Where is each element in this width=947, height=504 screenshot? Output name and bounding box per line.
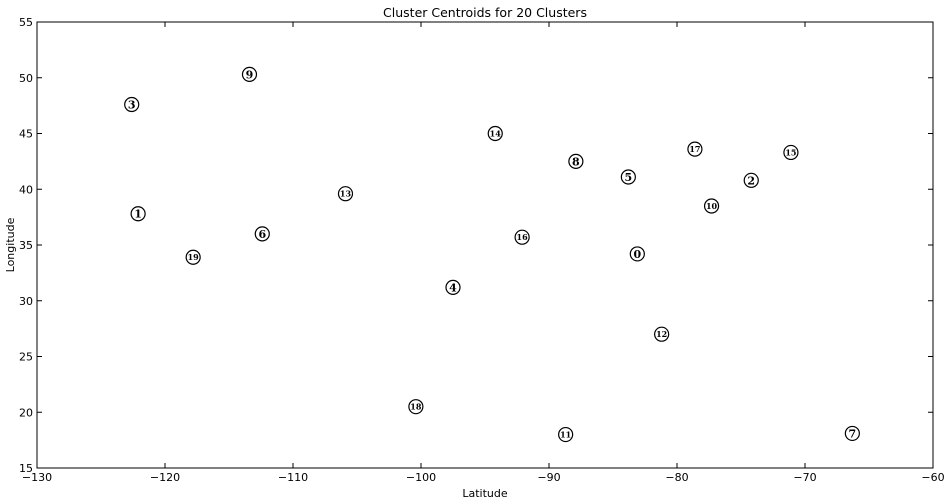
x-tick-label: −70: [793, 471, 816, 484]
x-tick-label: −110: [278, 471, 308, 484]
centroid-marker: 10: [703, 198, 720, 214]
centroid-marker: 0: [629, 246, 645, 262]
centroid-marker: 3: [124, 96, 140, 113]
chart-title: Cluster Centroids for 20 Clusters: [383, 5, 587, 20]
x-tick-label: −90: [537, 471, 560, 484]
plot-area-frame: [36, 21, 934, 469]
y-tick-label: 55: [19, 16, 33, 29]
centroid-marker: 19: [185, 249, 201, 265]
centroid-label: 17: [689, 144, 700, 154]
centroid-circle: [254, 226, 270, 242]
centroid-circle: [654, 326, 670, 342]
centroid-circle: [445, 279, 461, 295]
x-axis-ticks: −130 −120 −110 −100 −90 −80 −70 −60: [22, 22, 945, 484]
centroid-circle: [629, 246, 645, 262]
centroid-label: 8: [572, 155, 580, 168]
centroid-label: 1: [134, 208, 142, 221]
centroid-label: 18: [410, 402, 422, 412]
centroid-circle: [558, 426, 574, 443]
centroid-marker: 9: [241, 66, 258, 83]
centroid-marker: 5: [620, 169, 636, 185]
centroid-marker: 1: [130, 206, 146, 222]
y-tick-label: 35: [19, 239, 33, 252]
centroid-label: 15: [785, 147, 796, 157]
centroid-marker: 2: [743, 172, 759, 188]
centroid-label: 19: [188, 252, 200, 262]
y-tick-label: 50: [19, 72, 33, 85]
x-tick-label: −80: [665, 471, 688, 484]
y-tick-label: 40: [19, 183, 33, 196]
y-tick-label: 25: [19, 351, 33, 364]
centroid-label: 16: [517, 232, 529, 242]
y-tick-label: 45: [19, 128, 33, 141]
centroid-circle: [783, 144, 799, 161]
centroid-circle: [241, 66, 258, 83]
y-tick-label: 15: [19, 462, 33, 475]
centroid-marker: 16: [514, 229, 530, 245]
centroid-label: 0: [633, 248, 641, 261]
centroid-label: 4: [449, 281, 457, 294]
centroid-marker: 17: [687, 141, 703, 157]
x-tick-label: −120: [150, 471, 180, 484]
centroid-circle: [185, 249, 201, 265]
centroid-marker: 7: [844, 425, 860, 442]
centroid-marker: 4: [445, 279, 461, 295]
x-tick-label: −60: [921, 471, 944, 484]
centroid-label: 6: [258, 228, 266, 241]
centroid-label: 7: [849, 427, 857, 440]
centroid-circle: [703, 198, 720, 214]
centroid-marker: 8: [568, 153, 584, 169]
centroid-marker: 14: [487, 125, 503, 142]
centroid-circle: [124, 96, 140, 113]
centroid-circle: [487, 125, 503, 142]
centroid-marker: 12: [654, 326, 670, 342]
centroid-label: 5: [625, 171, 633, 184]
centroid-marker: 15: [783, 144, 799, 161]
centroid-label: 11: [560, 429, 571, 439]
x-tick-label: −130: [22, 471, 52, 484]
centroid-circle: [687, 141, 703, 157]
x-axis-label: Latitude: [462, 487, 508, 500]
centroid-label: 14: [490, 128, 502, 138]
centroid-label: 10: [706, 201, 718, 211]
centroid-circle: [130, 206, 146, 222]
centroid-circle: [514, 229, 530, 245]
centroid-marker: 6: [254, 226, 270, 242]
centroid-label: 12: [656, 329, 667, 339]
centroid-circle: [743, 172, 759, 188]
x-tick-label: −100: [406, 471, 436, 484]
centroid-circle: [568, 153, 584, 169]
centroid-label: 9: [246, 68, 254, 81]
y-axis-label: Longitude: [4, 217, 17, 272]
centroid-circle: [408, 399, 424, 415]
centroid-marker: 18: [408, 399, 424, 415]
y-tick-label: 30: [19, 295, 33, 308]
centroid-label: 2: [747, 174, 755, 187]
centroid-label: 3: [128, 98, 136, 111]
y-tick-label: 20: [19, 406, 33, 419]
centroid-marker: 11: [558, 426, 574, 443]
centroid-circle: [620, 169, 636, 185]
centroid-marker: 13: [337, 186, 354, 202]
centroid-circle: [844, 425, 860, 442]
centroid-label: 13: [340, 189, 352, 199]
centroid-circle: [337, 186, 354, 202]
